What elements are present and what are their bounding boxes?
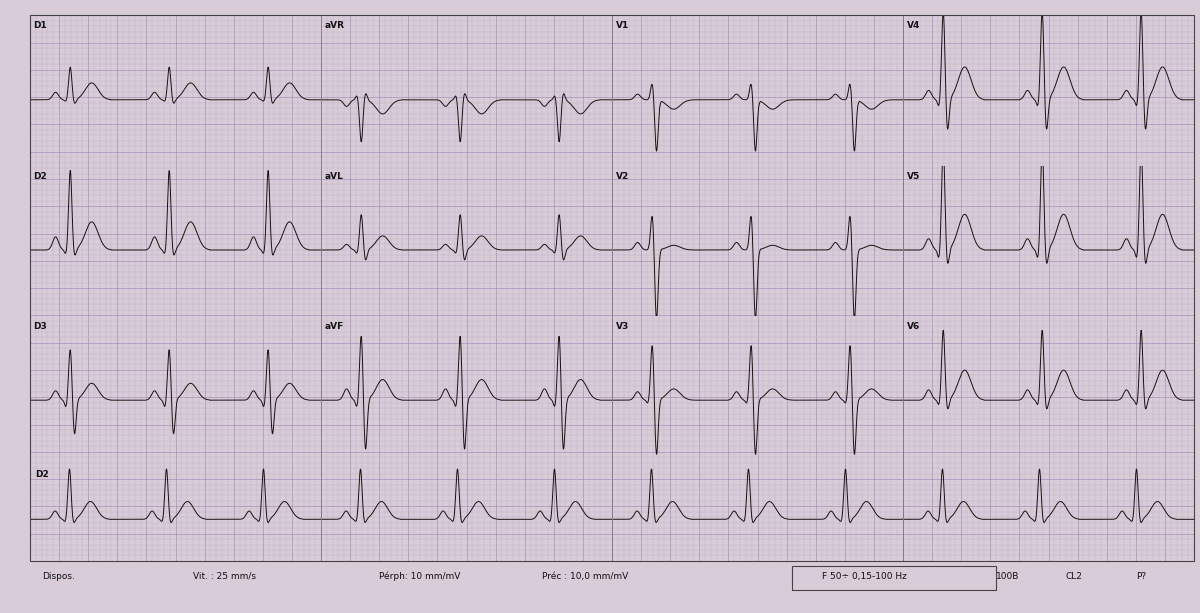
Text: aVR: aVR: [324, 21, 344, 30]
Text: D3: D3: [34, 322, 47, 330]
Text: aVF: aVF: [324, 322, 343, 330]
Text: V2: V2: [616, 172, 629, 180]
Text: Pérph: 10 mm/mV: Pérph: 10 mm/mV: [379, 571, 461, 581]
Text: V3: V3: [616, 322, 629, 330]
Text: V6: V6: [906, 322, 919, 330]
Text: Préc : 10,0 mm/mV: Préc : 10,0 mm/mV: [542, 571, 629, 581]
Text: CL2: CL2: [1066, 571, 1082, 581]
Text: aVL: aVL: [324, 172, 343, 180]
Text: V4: V4: [906, 21, 920, 30]
Text: D1: D1: [34, 21, 47, 30]
Text: F 50÷ 0,15-100 Hz: F 50÷ 0,15-100 Hz: [822, 571, 906, 581]
Text: V1: V1: [616, 21, 629, 30]
Text: D2: D2: [34, 172, 47, 180]
Text: 100B: 100B: [996, 571, 1020, 581]
Text: Vit. : 25 mm/s: Vit. : 25 mm/s: [193, 571, 256, 581]
Text: Dispos.: Dispos.: [42, 571, 74, 581]
Text: V5: V5: [906, 172, 919, 180]
Text: D2: D2: [35, 470, 48, 479]
Text: P?: P?: [1135, 571, 1146, 581]
